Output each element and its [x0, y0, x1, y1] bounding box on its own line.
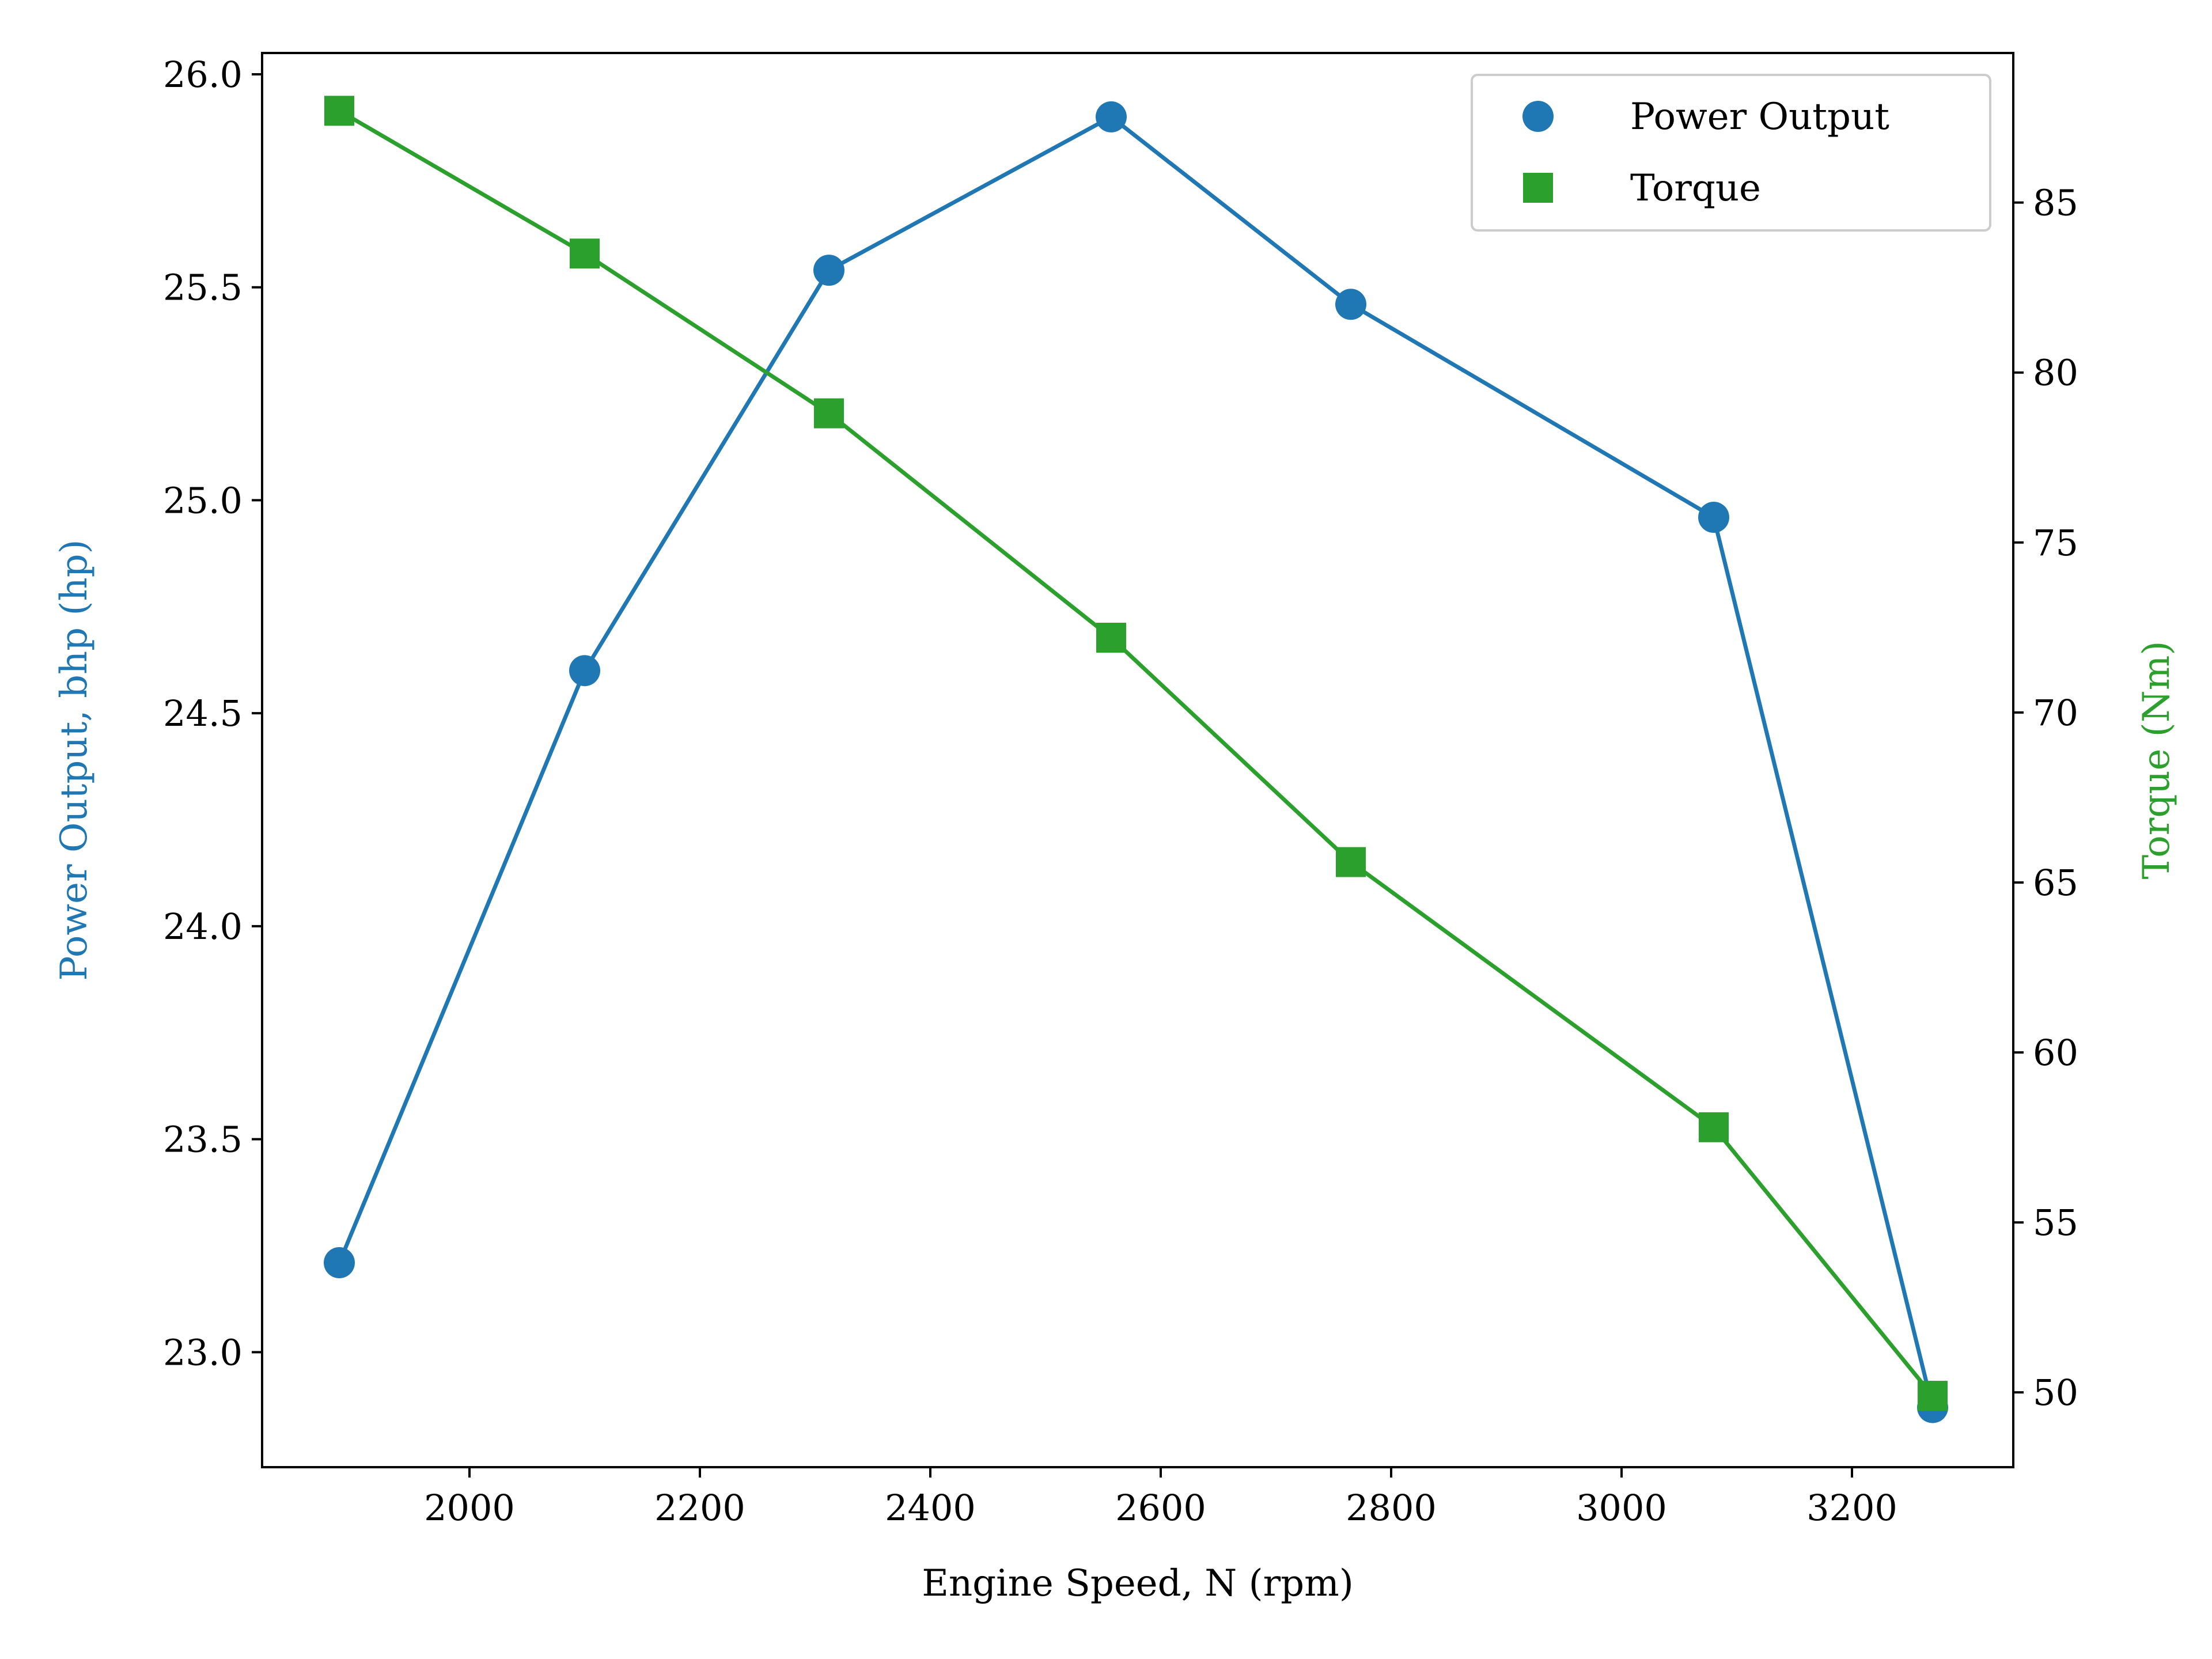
right-y-tick-label: 70	[2033, 692, 2078, 734]
legend-label: Torque	[1630, 167, 1761, 210]
legend: Power Output Torque	[1471, 74, 1991, 232]
right-y-tick-label: 80	[2033, 352, 2078, 394]
x-tick-label: 2600	[1115, 1487, 1206, 1529]
left-y-tick-label: 25.0	[163, 479, 243, 521]
power-output-point	[1096, 101, 1127, 132]
x-axis-ticks: 2000 2200 2400 2600 2800 3000 3200	[424, 1467, 1897, 1529]
left-y-axis-label: Power Output, bhp (hp)	[53, 539, 96, 980]
left-y-tick-label: 26.0	[163, 54, 243, 96]
left-y-axis-ticks: 23.0 23.5 24.0 24.5 25.0 25.5 26.0	[163, 54, 262, 1373]
left-y-tick-label: 23.0	[163, 1331, 243, 1373]
series-line-1	[338, 109, 1934, 1397]
power-output-point	[1698, 502, 1729, 533]
legend-box	[1471, 74, 1991, 232]
torque-point	[1699, 1112, 1729, 1142]
torque-point	[1918, 1381, 1948, 1411]
torque-point	[1096, 623, 1126, 653]
x-tick-label: 2200	[654, 1487, 745, 1529]
x-tick-label: 3200	[1806, 1487, 1897, 1529]
left-y-tick-label: 24.0	[163, 906, 243, 948]
plot-frame	[261, 52, 2014, 1468]
left-y-tick-label: 24.5	[163, 692, 243, 734]
right-y-tick-label: 60	[2033, 1032, 2078, 1074]
power-output-point	[1335, 289, 1366, 320]
legend-marker-square	[1523, 173, 1553, 203]
torque-point	[1336, 847, 1366, 877]
series-line-0	[337, 115, 1935, 1408]
right-y-axis-ticks: 50 55 60 65 70 75 80 85	[2013, 182, 2078, 1414]
power-output-point	[813, 255, 844, 286]
power-output-point	[324, 1247, 355, 1279]
x-tick-label: 3000	[1576, 1487, 1667, 1529]
torque-point	[324, 96, 354, 126]
power-output-point	[569, 655, 600, 687]
right-y-tick-label: 75	[2033, 522, 2078, 564]
torque-point	[570, 238, 600, 269]
right-y-tick-label: 50	[2033, 1372, 2078, 1414]
series-markers	[324, 96, 1948, 1423]
x-tick-label: 2800	[1346, 1487, 1437, 1529]
x-tick-label: 2000	[424, 1487, 515, 1529]
x-axis-label: Engine Speed, N (rpm)	[922, 1562, 1354, 1605]
legend-marker-circle	[1522, 101, 1554, 132]
right-y-tick-label: 65	[2033, 862, 2078, 904]
torque-point	[814, 398, 844, 429]
right-y-tick-label: 55	[2033, 1202, 2078, 1244]
x-tick-label: 2400	[885, 1487, 976, 1529]
legend-label: Power Output	[1630, 96, 1889, 138]
left-y-tick-label: 25.5	[163, 267, 243, 309]
right-y-tick-label: 85	[2033, 182, 2078, 224]
series-lines	[337, 109, 1935, 1408]
right-y-axis-label: Torque (Nm)	[2135, 641, 2178, 880]
left-y-tick-label: 23.5	[163, 1119, 243, 1161]
